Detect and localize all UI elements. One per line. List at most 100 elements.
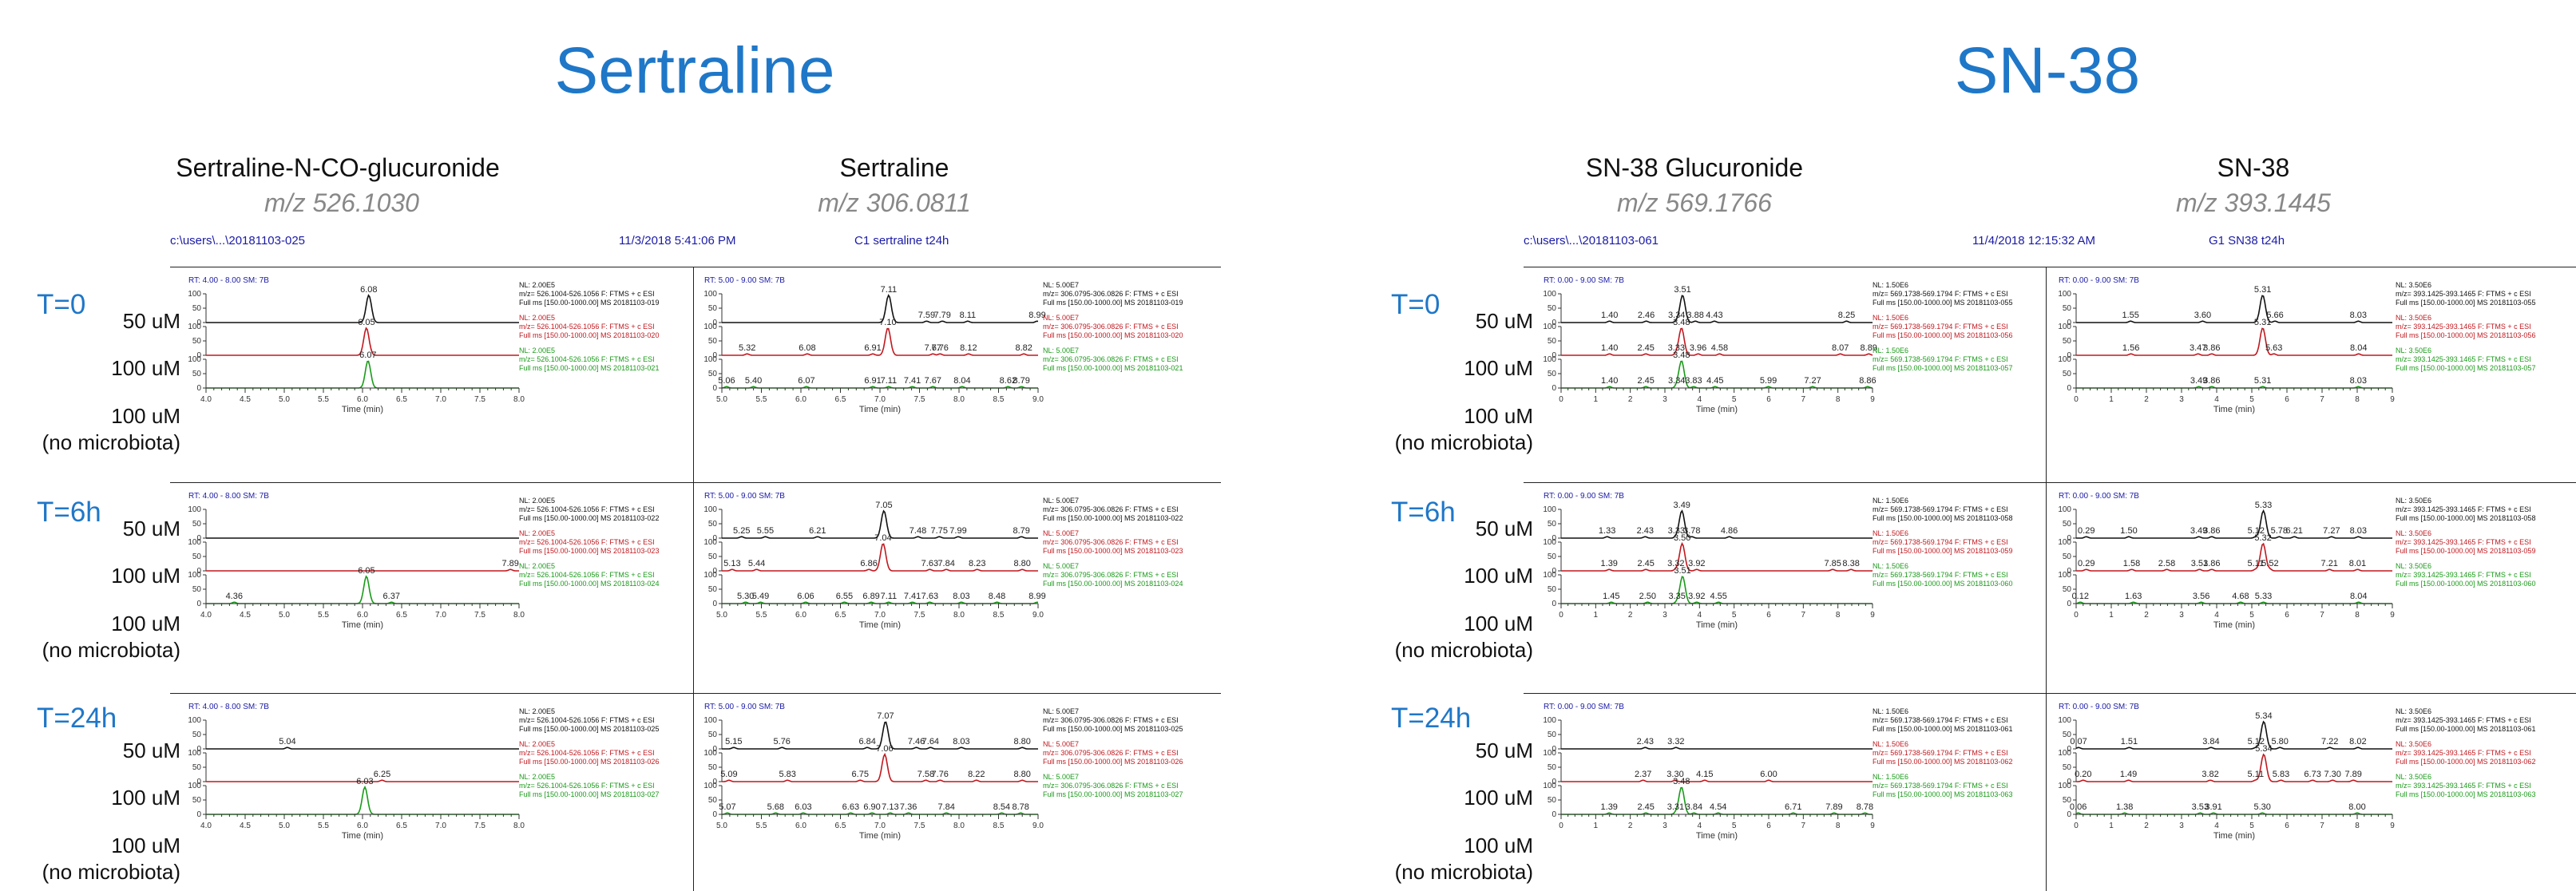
y-tick-label: 50 — [708, 304, 718, 313]
x-tick-label: 6.5 — [835, 822, 846, 830]
y-tick-label: 0 — [1552, 384, 1556, 393]
peak-label: 1.39 — [1601, 559, 1618, 568]
trace-line — [1561, 509, 1873, 539]
rt-range-label: RT: 0.00 - 9.00 SM: 7B — [1544, 703, 1624, 711]
scan-label: Full ms [150.00-1000.00] MS 20181103-022 — [519, 514, 659, 522]
y-tick-label: 50 — [1548, 370, 1557, 378]
peak-label: 7.48 — [910, 526, 926, 536]
rt-range-label: RT: 5.00 - 9.00 SM: 7B — [704, 492, 785, 501]
peak-label: 3.51 — [1674, 285, 1690, 295]
peak-label: 1.55 — [2122, 311, 2138, 320]
peak-label: 5.52 — [2261, 559, 2278, 568]
x-tick-label: 7.0 — [874, 611, 886, 620]
x-axis-label: Time (min) — [859, 831, 901, 841]
x-tick-label: 5 — [2249, 822, 2254, 830]
x-tick-label: 7.5 — [474, 822, 485, 830]
x-tick-label: 4 — [2214, 611, 2219, 620]
peak-label: 5.07 — [719, 802, 735, 812]
peak-label: 0.07 — [2070, 737, 2087, 746]
peak-label: 1.40 — [1601, 376, 1618, 386]
compound-title-3: SN-38 Glucuronide — [1585, 153, 1804, 182]
x-tick-label: 9 — [1870, 611, 1875, 620]
scan-label: Full ms [150.00-1000.00] MS 20181103-024 — [519, 580, 659, 588]
condition-50um: 50 uM — [122, 517, 180, 541]
y-tick-label: 0 — [712, 384, 717, 393]
condition-no-microbiota: (no microbiota) — [1394, 430, 1533, 454]
trace-line — [1561, 746, 1873, 750]
x-tick-label: 0 — [2074, 395, 2079, 404]
y-tick-label: 0 — [1552, 810, 1556, 819]
peak-label: 6.73 — [2304, 770, 2320, 779]
trace-line — [206, 568, 519, 572]
peak-label: 6.08 — [799, 343, 815, 353]
peak-label: 3.35 — [1668, 592, 1685, 601]
filter-label: m/z= 569.1738-569.1794 F: FTMS + c ESI — [1873, 355, 2008, 363]
peak-label: 0.12 — [2072, 592, 2089, 601]
peak-label: 8.38 — [1842, 559, 1859, 568]
filter-label: m/z= 306.0795-306.0826 F: FTMS + c ESI — [1043, 323, 1179, 331]
peak-label: 1.49 — [2120, 770, 2137, 779]
x-tick-label: 6 — [2285, 611, 2289, 620]
peak-label: 3.78 — [1683, 526, 1700, 536]
peak-label: 6.06 — [797, 592, 814, 601]
filter-label: m/z= 393.1425-393.1465 F: FTMS + c ESI — [2396, 323, 2531, 331]
scan-label: Full ms [150.00-1000.00] MS 20181103-057 — [1873, 364, 2012, 372]
peak-label: 3.86 — [2203, 559, 2220, 568]
filter-label: m/z= 306.0795-306.0826 F: FTMS + c ESI — [1043, 505, 1179, 513]
nl-label: NL: 2.00E5 — [519, 314, 555, 322]
peak-label: 5.44 — [748, 559, 765, 568]
peak-label: 5.99 — [1760, 376, 1777, 386]
peak-label: 8.62 — [1000, 376, 1017, 386]
peak-label: 1.50 — [2120, 526, 2137, 536]
y-tick-label: 50 — [708, 337, 718, 346]
x-tick-label: 4.0 — [200, 611, 212, 620]
rt-range-label: RT: 5.00 - 9.00 SM: 7B — [704, 703, 785, 711]
peak-label: 3.51 — [1674, 566, 1690, 576]
peak-label: 3.88 — [1686, 311, 1703, 320]
peak-label: 3.34 — [1668, 311, 1685, 320]
peak-label: 8.11 — [960, 311, 977, 320]
peak-label: 7.99 — [949, 526, 966, 536]
x-tick-label: 3 — [1663, 611, 1667, 620]
condition-50um: 50 uM — [1475, 739, 1533, 762]
peak-label: 7.11 — [881, 285, 898, 295]
peak-label: 3.49 — [2190, 526, 2207, 536]
peak-label: 3.91 — [2205, 802, 2221, 812]
y-tick-label: 0 — [196, 534, 201, 543]
condition-labels: 50 uM 100 uM 100 uM (no microbiota) — [1353, 738, 1533, 885]
y-tick-label: 50 — [708, 520, 718, 529]
peak-label: 8.80 — [1013, 559, 1030, 568]
x-tick-label: 5.5 — [756, 822, 767, 830]
peak-label: 7.27 — [1804, 376, 1821, 386]
nl-label: NL: 2.00E5 — [519, 740, 555, 748]
peak-label: 1.40 — [1601, 343, 1618, 353]
nl-label: NL: 3.50E6 — [2396, 346, 2431, 354]
x-axis-label: Time (min) — [2213, 831, 2255, 841]
x-axis-label: Time (min) — [1696, 831, 1738, 841]
y-tick-label: 100 — [703, 323, 717, 331]
peak-label: 8.25 — [1838, 311, 1855, 320]
x-tick-label: 5.0 — [279, 611, 290, 620]
peak-label: 1.39 — [1601, 802, 1618, 812]
nl-label: NL: 3.50E6 — [2396, 773, 2431, 781]
peak-label: 3.47 — [2190, 343, 2206, 353]
trace-line — [722, 543, 1038, 572]
x-tick-label: 6.0 — [357, 822, 368, 830]
x-tick-label: 8 — [1836, 395, 1841, 404]
trace-line — [722, 509, 1038, 539]
peak-label: 3.92 — [1688, 559, 1705, 568]
peak-label: 8.00 — [2348, 802, 2365, 812]
time-label-t0-left: T=0 — [37, 289, 86, 320]
y-tick-label: 100 — [1543, 355, 1556, 364]
nl-label: NL: 2.00E5 — [519, 281, 555, 289]
x-tick-label: 2 — [2144, 395, 2149, 404]
x-tick-label: 8.0 — [513, 611, 525, 620]
x-tick-label: 9 — [2390, 611, 2395, 620]
condition-50um: 50 uM — [1475, 309, 1533, 333]
x-tick-label: 8 — [2355, 822, 2360, 830]
peak-label: 7.84 — [937, 559, 954, 568]
x-tick-label: 7.5 — [914, 611, 925, 620]
x-tick-label: 6.0 — [795, 822, 806, 830]
x-tick-label: 5.0 — [716, 611, 727, 620]
